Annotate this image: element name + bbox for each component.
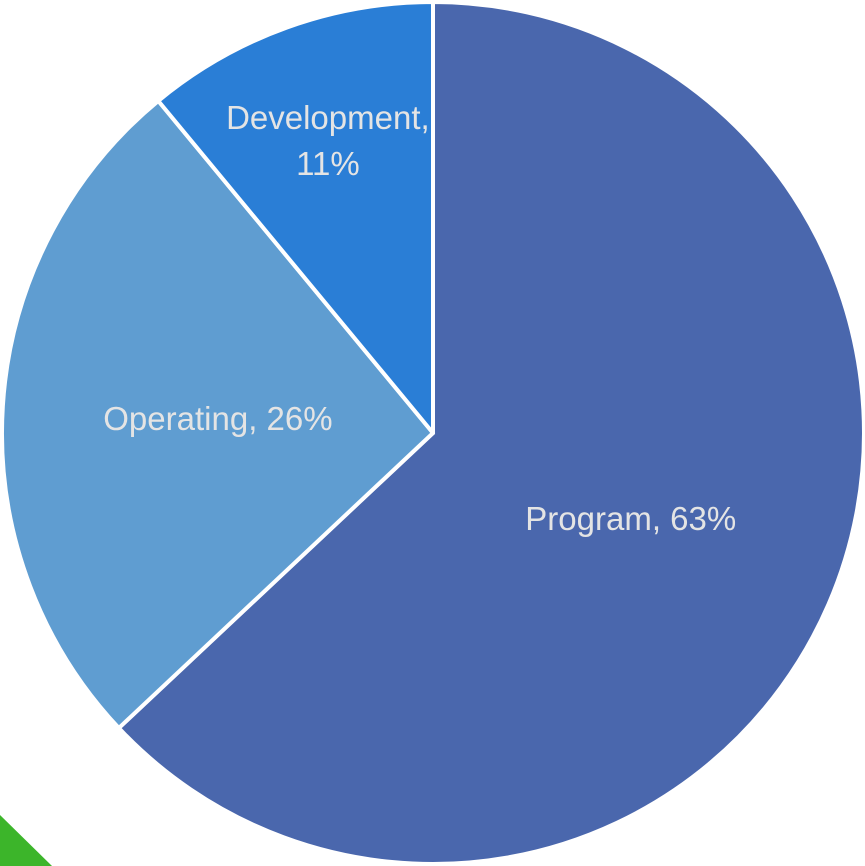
data-label: Operating, 26%: [103, 400, 333, 438]
data-label: Program, 63%: [525, 499, 737, 537]
pie-slice: [116, 0, 865, 866]
pie-slice: [156, 0, 435, 435]
data-label: Development, 11%: [226, 99, 430, 183]
corner-decoration: [0, 815, 52, 866]
pie-slice: [0, 98, 435, 731]
